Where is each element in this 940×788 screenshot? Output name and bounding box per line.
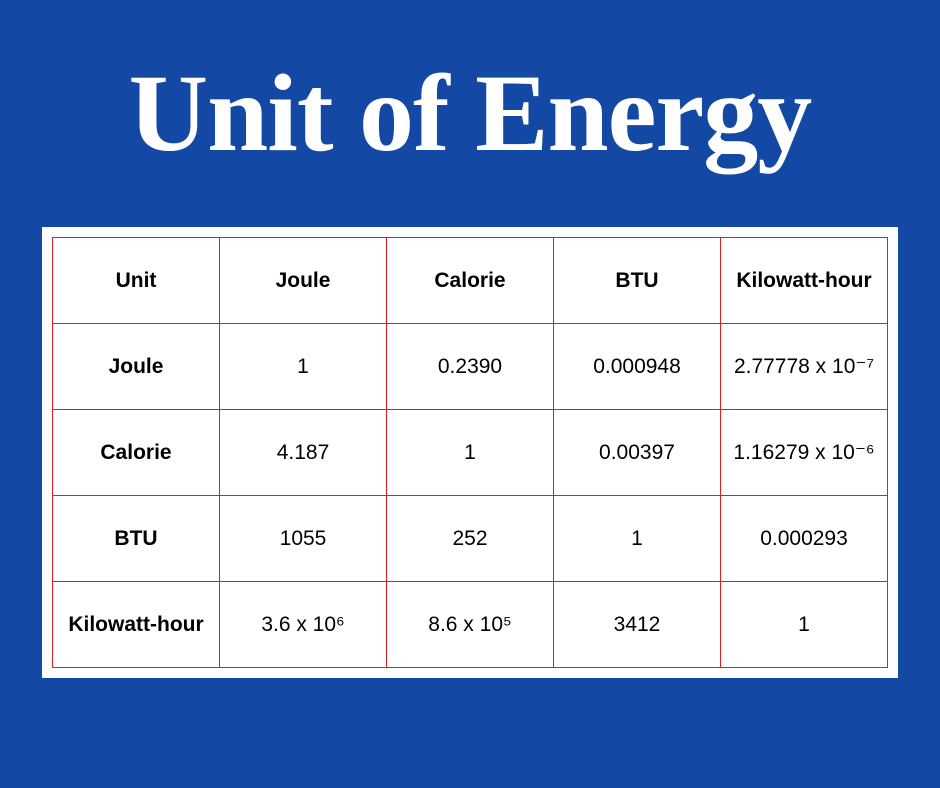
table-cell: 1.16279 x 10⁻⁶ [721,410,888,496]
row-header-joule: Joule [53,324,220,410]
col-header-calorie: Calorie [387,238,554,324]
table-row: Calorie 4.187 1 0.00397 1.16279 x 10⁻⁶ [53,410,888,496]
table-cell: 1 [387,410,554,496]
table-cell: 8.6 x 10⁵ [387,582,554,668]
table-cell: 252 [387,496,554,582]
row-header-btu: BTU [53,496,220,582]
table-cell: 3.6 x 10⁶ [220,582,387,668]
table-cell: 1 [721,582,888,668]
table-cell: 0.2390 [387,324,554,410]
col-header-kwh: Kilowatt-hour [721,238,888,324]
table-cell: 1055 [220,496,387,582]
table-cell: 0.00397 [554,410,721,496]
table-cell: 0.000293 [721,496,888,582]
table-row: Joule 1 0.2390 0.000948 2.77778 x 10⁻⁷ [53,324,888,410]
table-cell: 0.000948 [554,324,721,410]
energy-conversion-table: Unit Joule Calorie BTU Kilowatt-hour Jou… [52,237,888,668]
table-header-row: Unit Joule Calorie BTU Kilowatt-hour [53,238,888,324]
col-header-unit: Unit [53,238,220,324]
col-header-joule: Joule [220,238,387,324]
page-title: Unit of Energy [0,0,940,207]
conversion-table-container: Unit Joule Calorie BTU Kilowatt-hour Jou… [42,227,898,678]
row-header-calorie: Calorie [53,410,220,496]
table-cell: 3412 [554,582,721,668]
table-cell: 1 [220,324,387,410]
table-cell: 1 [554,496,721,582]
table-cell: 4.187 [220,410,387,496]
col-header-btu: BTU [554,238,721,324]
table-cell: 2.77778 x 10⁻⁷ [721,324,888,410]
row-header-kwh: Kilowatt-hour [53,582,220,668]
table-row: Kilowatt-hour 3.6 x 10⁶ 8.6 x 10⁵ 3412 1 [53,582,888,668]
table-row: BTU 1055 252 1 0.000293 [53,496,888,582]
